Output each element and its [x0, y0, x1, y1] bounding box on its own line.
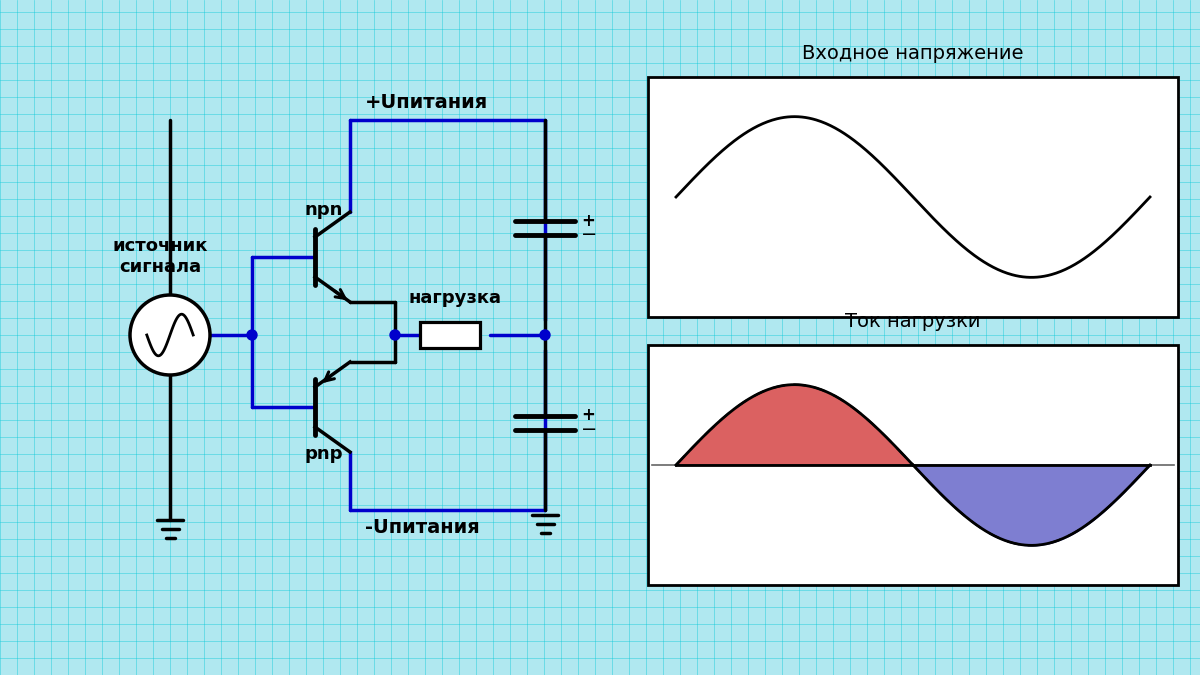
Bar [420, 322, 480, 348]
Text: −: − [581, 420, 598, 439]
Text: +: + [581, 406, 595, 425]
Text: npn: npn [305, 201, 343, 219]
Circle shape [130, 295, 210, 375]
Text: +: + [581, 211, 595, 230]
Circle shape [540, 330, 550, 340]
Text: Входное напряжение: Входное напряжение [803, 44, 1024, 63]
Text: pnp: pnp [305, 445, 343, 463]
Text: Ток нагрузки: Ток нагрузки [845, 312, 980, 331]
Bar [648, 345, 1178, 585]
Text: -Uпитания: -Uпитания [365, 518, 480, 537]
Circle shape [390, 330, 400, 340]
Text: нагрузка: нагрузка [408, 289, 502, 307]
Text: −: − [581, 225, 598, 244]
Text: +Uпитания: +Uпитания [365, 93, 488, 112]
Bar [648, 77, 1178, 317]
Circle shape [247, 330, 257, 340]
Text: источник
сигнала: источник сигнала [113, 237, 208, 276]
